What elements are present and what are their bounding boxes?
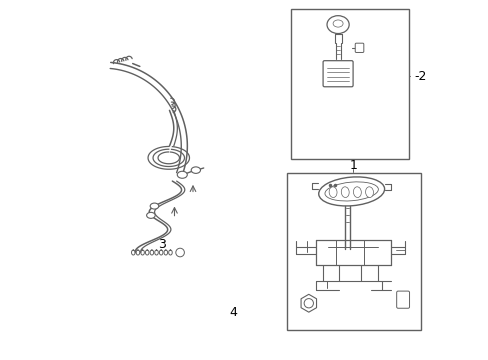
Circle shape [176,248,184,257]
Ellipse shape [325,182,378,201]
Ellipse shape [318,177,384,206]
Ellipse shape [326,16,348,33]
Ellipse shape [150,203,159,209]
Ellipse shape [146,212,155,219]
Ellipse shape [365,187,373,198]
Ellipse shape [332,20,343,27]
Ellipse shape [328,187,336,198]
FancyBboxPatch shape [354,43,363,53]
Text: 1: 1 [349,159,357,172]
Ellipse shape [177,171,187,178]
Ellipse shape [191,167,200,174]
Ellipse shape [353,187,361,198]
Ellipse shape [341,187,348,198]
Circle shape [304,298,313,308]
Bar [287,173,421,330]
Text: 3: 3 [158,238,166,251]
Text: -2: -2 [413,70,426,83]
Text: 4: 4 [229,306,237,319]
FancyBboxPatch shape [323,61,352,87]
FancyBboxPatch shape [396,291,408,308]
Bar [290,9,408,158]
